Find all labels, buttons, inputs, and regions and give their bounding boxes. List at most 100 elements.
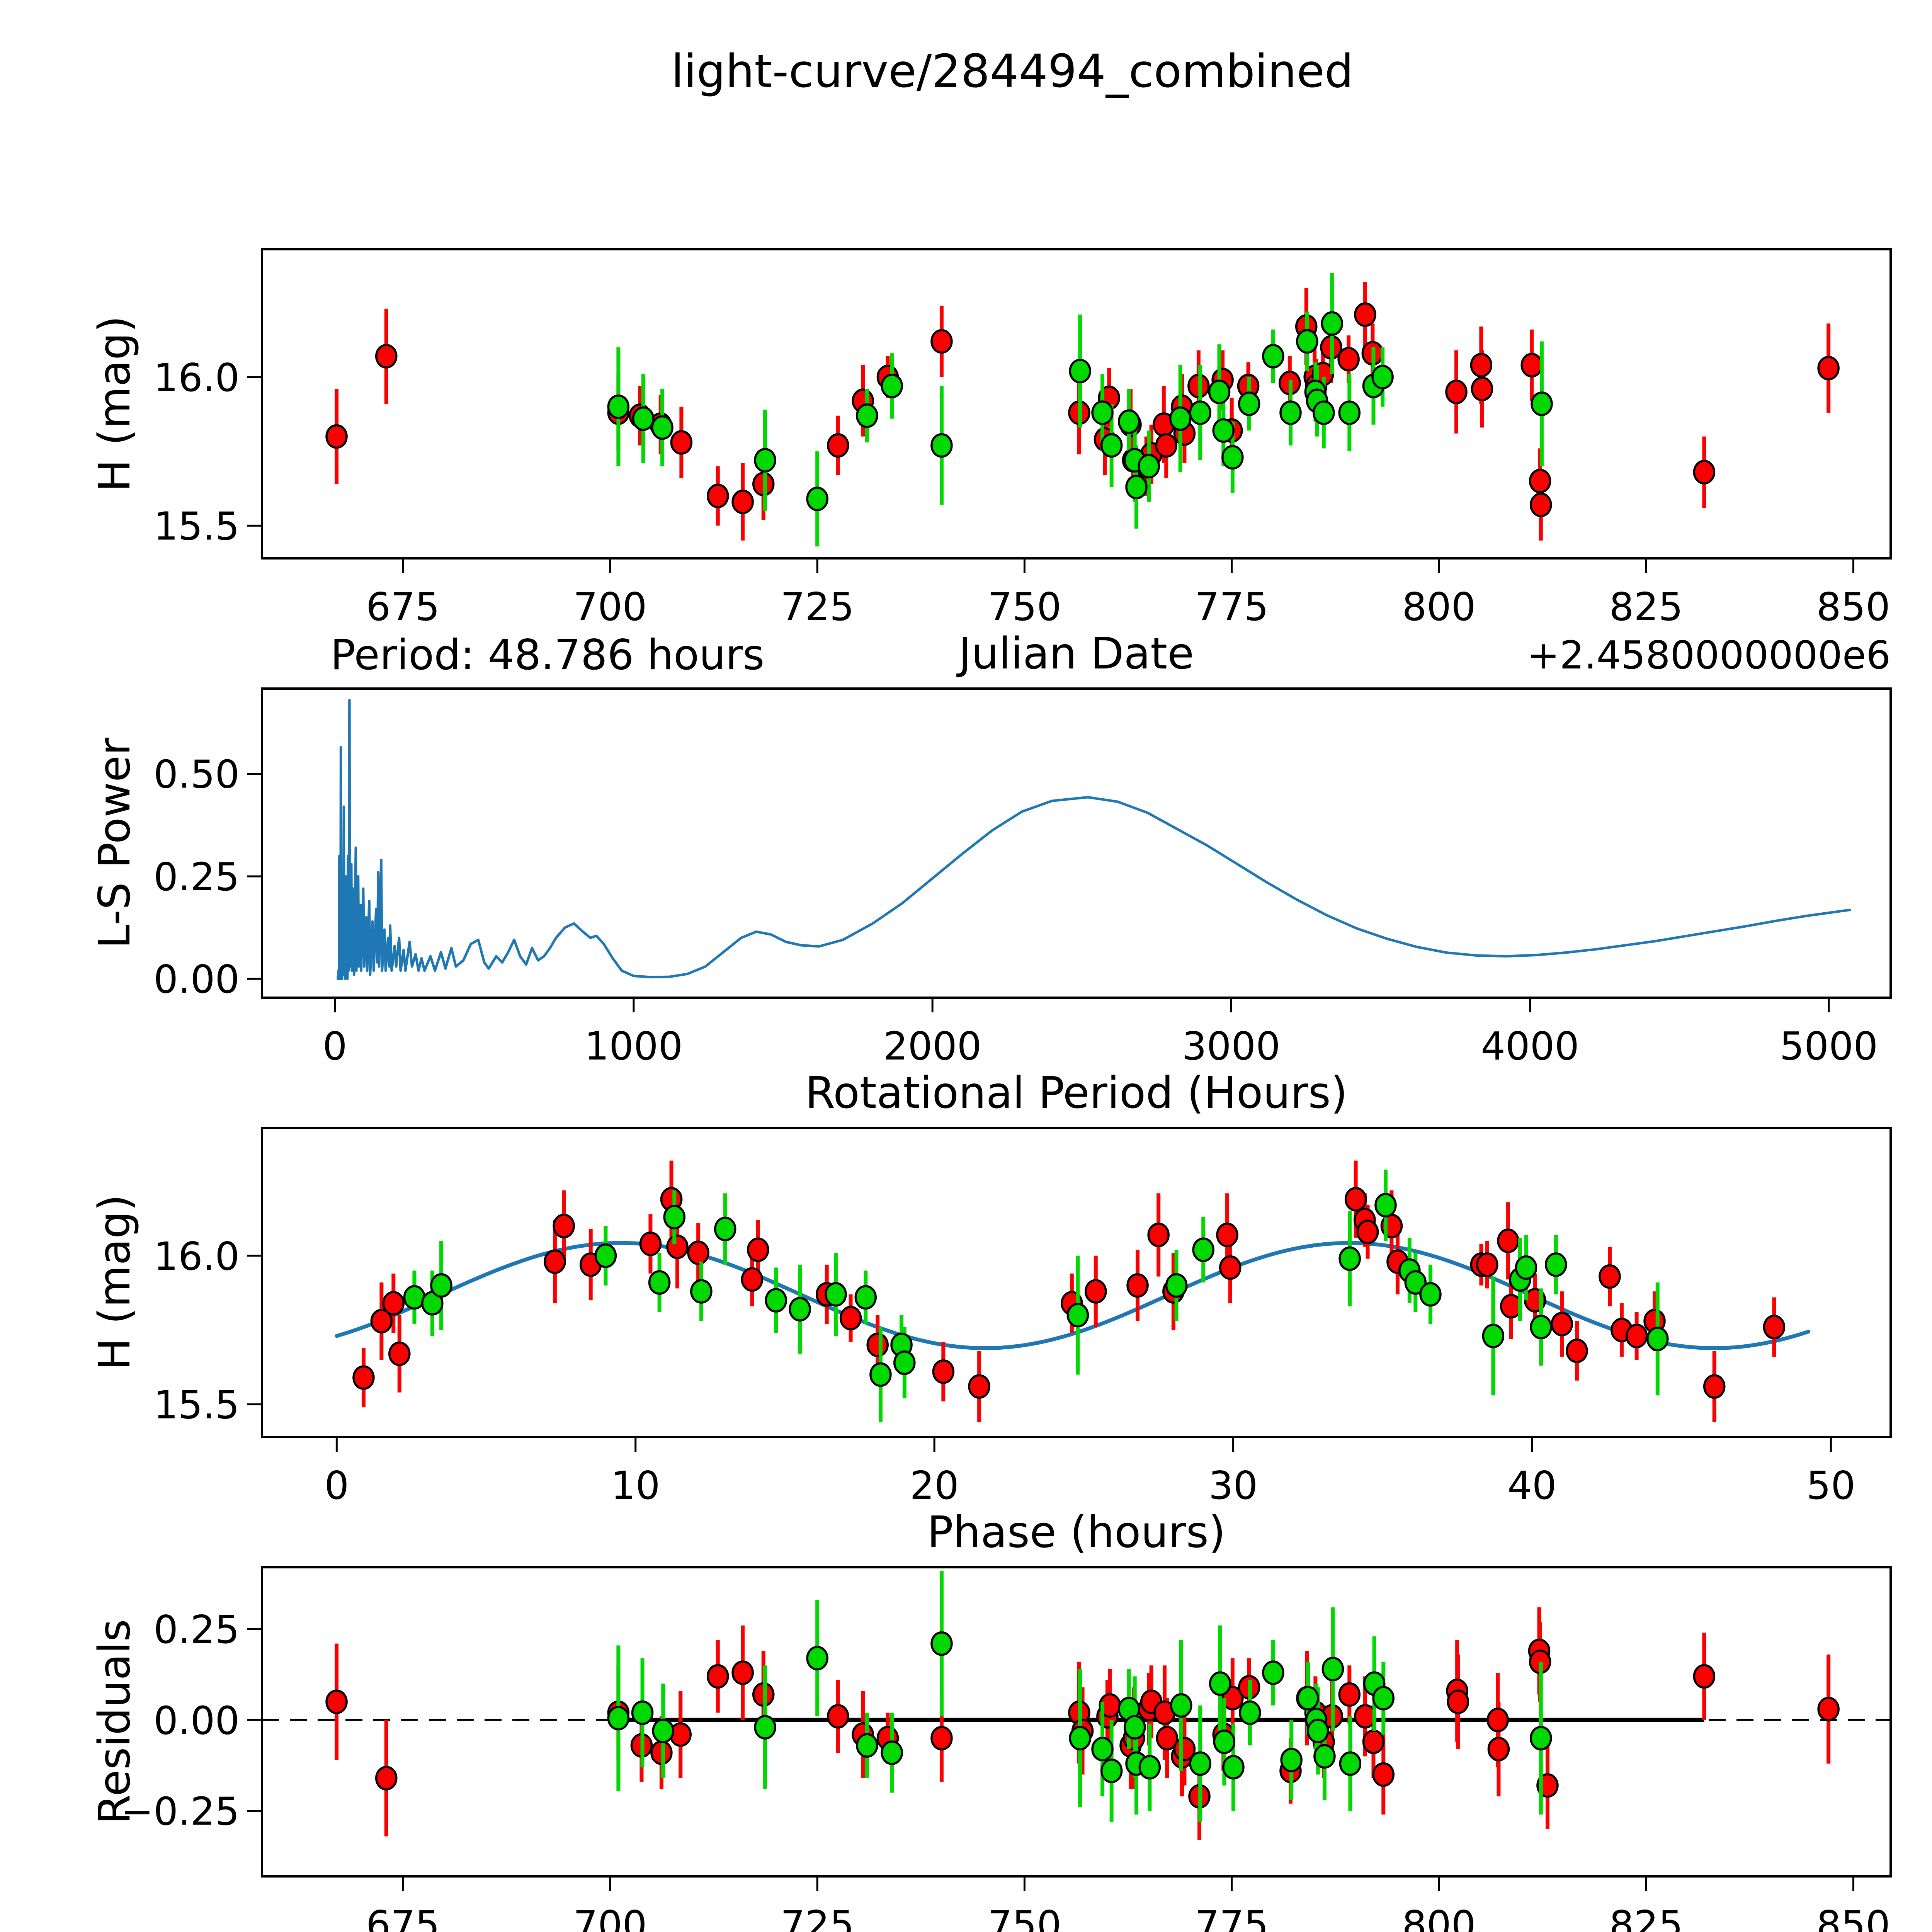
x-tick-label: 1000 (585, 1024, 683, 1069)
data-point (1212, 418, 1235, 443)
x-tick-label: 0 (325, 1463, 349, 1508)
data-point (1213, 1730, 1236, 1754)
data-point (1125, 474, 1148, 500)
data-point (1763, 1315, 1786, 1340)
x-axis-label: Rotational Period (Hours) (805, 1068, 1347, 1118)
data-point (789, 1297, 811, 1321)
x-tick-label: 3000 (1182, 1024, 1281, 1069)
y-tick-label: 0.50 (153, 752, 240, 797)
x-tick-label: 40 (1507, 1463, 1556, 1508)
data-point (1497, 1228, 1519, 1253)
data-point (370, 1309, 393, 1333)
data-point (1189, 1751, 1211, 1776)
y-axis-label: H (mag) (90, 1194, 140, 1371)
data-point (1321, 1656, 1344, 1682)
data-point (1374, 1193, 1397, 1218)
data-point (1471, 376, 1493, 401)
data-point (639, 1231, 662, 1256)
panel-jd-lightcurve: 675 700 725 750 775 800 825 850 16.0 15.5 Julian D… (90, 248, 1892, 679)
data-point (930, 1631, 953, 1656)
data-point (1419, 1282, 1442, 1307)
data-point (1338, 400, 1361, 425)
data-point (1354, 1704, 1376, 1729)
data-point (1486, 1708, 1509, 1733)
data-point (1482, 1323, 1505, 1349)
data-point (930, 329, 953, 354)
data-point (1307, 1718, 1329, 1743)
data-point (607, 394, 630, 419)
data-point (930, 433, 953, 458)
data-point (388, 1341, 411, 1366)
data-point (1238, 391, 1260, 416)
data-point (687, 1240, 709, 1265)
x-tick-label: 850 (1816, 1902, 1890, 1932)
data-point (1339, 1751, 1362, 1776)
x-tick-label: 2000 (883, 1024, 982, 1069)
data-point (663, 1205, 686, 1230)
y-tick-label: 0.25 (153, 1607, 240, 1652)
data-point (1470, 353, 1493, 378)
data-point (932, 1359, 955, 1384)
data-point (827, 1704, 849, 1729)
data-point (1221, 445, 1244, 470)
data-point (1545, 1252, 1567, 1277)
data-point (1169, 406, 1192, 431)
data-point (325, 1689, 348, 1714)
data-point (1138, 1755, 1161, 1780)
data-point (827, 433, 849, 458)
data-point (1530, 1726, 1552, 1751)
data-point (1693, 460, 1716, 485)
data-point (1156, 1726, 1179, 1751)
data-point (1354, 302, 1376, 327)
y-axis-label: H (mag) (90, 316, 140, 492)
x-tick-label: 4000 (1481, 1024, 1579, 1069)
data-point (893, 1350, 916, 1375)
data-point (1337, 347, 1360, 372)
data-point (1703, 1374, 1726, 1399)
x-tick-label: 30 (1209, 1463, 1258, 1508)
data-point (806, 486, 828, 511)
data-point (1189, 400, 1211, 425)
data-point (1100, 433, 1123, 458)
x-tick-label: 725 (781, 584, 854, 629)
figure-title: light-curve/284494_combined (671, 44, 1354, 98)
y-tick-label: −0.25 (121, 1789, 240, 1834)
y-tick-label: 16.0 (153, 355, 240, 400)
data-point (1487, 1736, 1510, 1762)
data-point (1165, 1273, 1188, 1298)
data-point (670, 430, 693, 455)
x-tick-label: 700 (573, 1902, 647, 1932)
data-point (1625, 1323, 1648, 1349)
x-tick-label: 675 (366, 1902, 440, 1932)
data-point (881, 374, 903, 398)
data-point (666, 1234, 689, 1259)
x-tick-label: 775 (1195, 1902, 1269, 1932)
data-point (1280, 1748, 1303, 1772)
data-point (1566, 1338, 1588, 1363)
data-point (1404, 1270, 1427, 1295)
data-point (856, 403, 878, 428)
data-point (854, 1285, 877, 1310)
x-tick-label: 50 (1806, 1463, 1855, 1508)
data-point (1515, 1255, 1537, 1280)
data-point (1066, 1303, 1089, 1328)
ls-power-curve (337, 699, 1851, 980)
data-point (1344, 1187, 1367, 1212)
data-point (1222, 1755, 1245, 1780)
y-tick-label: 16.0 (153, 1234, 240, 1279)
data-point (1530, 492, 1552, 517)
data-point (741, 1267, 764, 1292)
data-point (1126, 1273, 1149, 1298)
data-point (839, 1306, 862, 1331)
data-point (1100, 1759, 1123, 1783)
series-green (403, 1169, 1669, 1422)
data-point (352, 1365, 375, 1390)
data-point (430, 1273, 452, 1298)
x-tick-label: 10 (611, 1463, 660, 1508)
data-point (754, 1715, 776, 1740)
data-point (1445, 379, 1468, 404)
period-annotation: Period: 48.786 hours (330, 631, 764, 679)
data-point (1170, 1693, 1192, 1718)
